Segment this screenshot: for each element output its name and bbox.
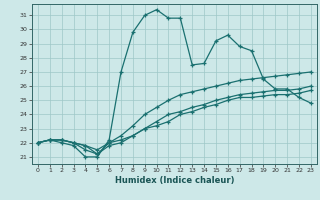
X-axis label: Humidex (Indice chaleur): Humidex (Indice chaleur): [115, 176, 234, 185]
